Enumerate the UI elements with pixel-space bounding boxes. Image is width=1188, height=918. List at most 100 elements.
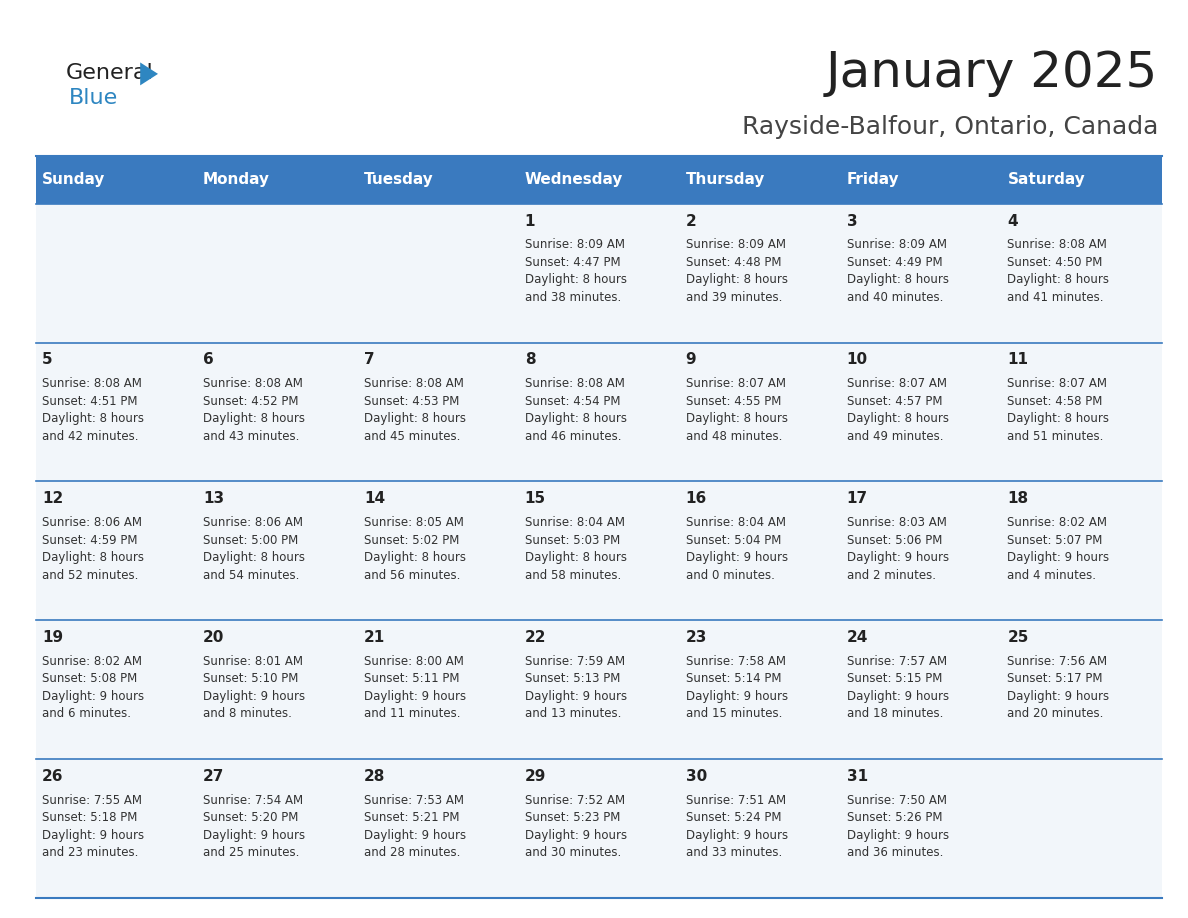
Text: Sunrise: 7:51 AM
Sunset: 5:24 PM
Daylight: 9 hours
and 33 minutes.: Sunrise: 7:51 AM Sunset: 5:24 PM Dayligh… [685, 794, 788, 859]
Text: Sunrise: 7:52 AM
Sunset: 5:23 PM
Daylight: 9 hours
and 30 minutes.: Sunrise: 7:52 AM Sunset: 5:23 PM Dayligh… [525, 794, 627, 859]
Text: 24: 24 [847, 630, 868, 645]
Text: Rayside-Balfour, Ontario, Canada: Rayside-Balfour, Ontario, Canada [742, 115, 1158, 139]
Bar [680, 481, 840, 621]
Text: Sunrise: 8:07 AM
Sunset: 4:58 PM
Daylight: 8 hours
and 51 minutes.: Sunrise: 8:07 AM Sunset: 4:58 PM Dayligh… [1007, 377, 1110, 442]
Text: 26: 26 [42, 768, 64, 784]
Text: Sunrise: 8:02 AM
Sunset: 5:07 PM
Daylight: 9 hours
and 4 minutes.: Sunrise: 8:02 AM Sunset: 5:07 PM Dayligh… [1007, 516, 1110, 582]
Text: Sunday: Sunday [42, 173, 106, 187]
Text: 10: 10 [847, 353, 867, 367]
Bar [36, 759, 196, 898]
Text: Sunrise: 8:06 AM
Sunset: 5:00 PM
Daylight: 8 hours
and 54 minutes.: Sunrise: 8:06 AM Sunset: 5:00 PM Dayligh… [203, 516, 305, 582]
Text: Sunrise: 8:08 AM
Sunset: 4:51 PM
Daylight: 8 hours
and 42 minutes.: Sunrise: 8:08 AM Sunset: 4:51 PM Dayligh… [42, 377, 144, 442]
Text: General: General [65, 63, 153, 84]
Bar [680, 204, 840, 342]
Text: 16: 16 [685, 491, 707, 506]
Text: Sunrise: 8:08 AM
Sunset: 4:53 PM
Daylight: 8 hours
and 45 minutes.: Sunrise: 8:08 AM Sunset: 4:53 PM Dayligh… [364, 377, 466, 442]
Bar [518, 481, 680, 621]
Text: 20: 20 [203, 630, 225, 645]
Bar [680, 759, 840, 898]
Text: 13: 13 [203, 491, 225, 506]
Bar [36, 481, 196, 621]
Text: 15: 15 [525, 491, 545, 506]
Text: 12: 12 [42, 491, 63, 506]
Text: Sunrise: 8:09 AM
Sunset: 4:47 PM
Daylight: 8 hours
and 38 minutes.: Sunrise: 8:09 AM Sunset: 4:47 PM Dayligh… [525, 239, 627, 304]
Text: 29: 29 [525, 768, 546, 784]
Text: 25: 25 [1007, 630, 1029, 645]
Bar [36, 156, 196, 204]
Text: Sunrise: 8:06 AM
Sunset: 4:59 PM
Daylight: 8 hours
and 52 minutes.: Sunrise: 8:06 AM Sunset: 4:59 PM Dayligh… [42, 516, 144, 582]
Bar [840, 204, 1001, 342]
Bar [358, 204, 518, 342]
Bar [358, 342, 518, 481]
Text: Sunrise: 8:00 AM
Sunset: 5:11 PM
Daylight: 9 hours
and 11 minutes.: Sunrise: 8:00 AM Sunset: 5:11 PM Dayligh… [364, 655, 466, 721]
Bar [1001, 156, 1162, 204]
Bar [840, 342, 1001, 481]
Bar [840, 621, 1001, 759]
Text: 9: 9 [685, 353, 696, 367]
Bar [358, 156, 518, 204]
Text: 30: 30 [685, 768, 707, 784]
Text: 7: 7 [364, 353, 374, 367]
Bar [196, 621, 358, 759]
Text: Sunrise: 8:07 AM
Sunset: 4:57 PM
Daylight: 8 hours
and 49 minutes.: Sunrise: 8:07 AM Sunset: 4:57 PM Dayligh… [847, 377, 948, 442]
Text: 17: 17 [847, 491, 867, 506]
Text: Sunrise: 7:56 AM
Sunset: 5:17 PM
Daylight: 9 hours
and 20 minutes.: Sunrise: 7:56 AM Sunset: 5:17 PM Dayligh… [1007, 655, 1110, 721]
Text: 31: 31 [847, 768, 867, 784]
Bar [196, 342, 358, 481]
Text: 22: 22 [525, 630, 546, 645]
Bar [196, 204, 358, 342]
Text: Sunrise: 7:59 AM
Sunset: 5:13 PM
Daylight: 9 hours
and 13 minutes.: Sunrise: 7:59 AM Sunset: 5:13 PM Dayligh… [525, 655, 627, 721]
Text: 27: 27 [203, 768, 225, 784]
Text: Sunrise: 8:02 AM
Sunset: 5:08 PM
Daylight: 9 hours
and 6 minutes.: Sunrise: 8:02 AM Sunset: 5:08 PM Dayligh… [42, 655, 144, 721]
Text: 23: 23 [685, 630, 707, 645]
Bar [680, 342, 840, 481]
Bar [36, 342, 196, 481]
Text: Sunrise: 8:09 AM
Sunset: 4:49 PM
Daylight: 8 hours
and 40 minutes.: Sunrise: 8:09 AM Sunset: 4:49 PM Dayligh… [847, 239, 948, 304]
Text: 18: 18 [1007, 491, 1029, 506]
Bar [358, 759, 518, 898]
Text: 8: 8 [525, 353, 536, 367]
Text: Monday: Monday [203, 173, 270, 187]
Text: Sunrise: 8:08 AM
Sunset: 4:50 PM
Daylight: 8 hours
and 41 minutes.: Sunrise: 8:08 AM Sunset: 4:50 PM Dayligh… [1007, 239, 1110, 304]
Text: Sunrise: 7:57 AM
Sunset: 5:15 PM
Daylight: 9 hours
and 18 minutes.: Sunrise: 7:57 AM Sunset: 5:15 PM Dayligh… [847, 655, 949, 721]
Bar [358, 621, 518, 759]
Text: 2: 2 [685, 214, 696, 229]
Bar [1001, 204, 1162, 342]
Bar [196, 759, 358, 898]
Bar [518, 621, 680, 759]
Text: Saturday: Saturday [1007, 173, 1085, 187]
Text: 14: 14 [364, 491, 385, 506]
Text: Sunrise: 7:53 AM
Sunset: 5:21 PM
Daylight: 9 hours
and 28 minutes.: Sunrise: 7:53 AM Sunset: 5:21 PM Dayligh… [364, 794, 466, 859]
Bar [680, 621, 840, 759]
Bar [840, 481, 1001, 621]
Text: Sunrise: 8:09 AM
Sunset: 4:48 PM
Daylight: 8 hours
and 39 minutes.: Sunrise: 8:09 AM Sunset: 4:48 PM Dayligh… [685, 239, 788, 304]
Text: Blue: Blue [69, 88, 118, 108]
Text: 21: 21 [364, 630, 385, 645]
Text: Sunrise: 8:04 AM
Sunset: 5:03 PM
Daylight: 8 hours
and 58 minutes.: Sunrise: 8:04 AM Sunset: 5:03 PM Dayligh… [525, 516, 627, 582]
Text: 1: 1 [525, 214, 536, 229]
Text: Sunrise: 8:08 AM
Sunset: 4:54 PM
Daylight: 8 hours
and 46 minutes.: Sunrise: 8:08 AM Sunset: 4:54 PM Dayligh… [525, 377, 627, 442]
Text: Tuesday: Tuesday [364, 173, 434, 187]
Bar [36, 204, 196, 342]
Text: Sunrise: 7:50 AM
Sunset: 5:26 PM
Daylight: 9 hours
and 36 minutes.: Sunrise: 7:50 AM Sunset: 5:26 PM Dayligh… [847, 794, 949, 859]
Bar [1001, 621, 1162, 759]
Text: Sunrise: 7:54 AM
Sunset: 5:20 PM
Daylight: 9 hours
and 25 minutes.: Sunrise: 7:54 AM Sunset: 5:20 PM Dayligh… [203, 794, 305, 859]
Bar [518, 759, 680, 898]
Text: Sunrise: 7:55 AM
Sunset: 5:18 PM
Daylight: 9 hours
and 23 minutes.: Sunrise: 7:55 AM Sunset: 5:18 PM Dayligh… [42, 794, 144, 859]
Text: Sunrise: 8:07 AM
Sunset: 4:55 PM
Daylight: 8 hours
and 48 minutes.: Sunrise: 8:07 AM Sunset: 4:55 PM Dayligh… [685, 377, 788, 442]
Text: Sunrise: 8:08 AM
Sunset: 4:52 PM
Daylight: 8 hours
and 43 minutes.: Sunrise: 8:08 AM Sunset: 4:52 PM Dayligh… [203, 377, 305, 442]
Text: Friday: Friday [847, 173, 899, 187]
Text: Thursday: Thursday [685, 173, 765, 187]
Polygon shape [140, 62, 158, 85]
Bar [1001, 342, 1162, 481]
Text: Wednesday: Wednesday [525, 173, 624, 187]
Text: January 2025: January 2025 [826, 50, 1158, 97]
Bar [840, 156, 1001, 204]
Bar [36, 621, 196, 759]
Bar [518, 156, 680, 204]
Bar [1001, 759, 1162, 898]
Text: Sunrise: 8:01 AM
Sunset: 5:10 PM
Daylight: 9 hours
and 8 minutes.: Sunrise: 8:01 AM Sunset: 5:10 PM Dayligh… [203, 655, 305, 721]
Bar [680, 156, 840, 204]
Text: Sunrise: 8:04 AM
Sunset: 5:04 PM
Daylight: 9 hours
and 0 minutes.: Sunrise: 8:04 AM Sunset: 5:04 PM Dayligh… [685, 516, 788, 582]
Text: 28: 28 [364, 768, 385, 784]
